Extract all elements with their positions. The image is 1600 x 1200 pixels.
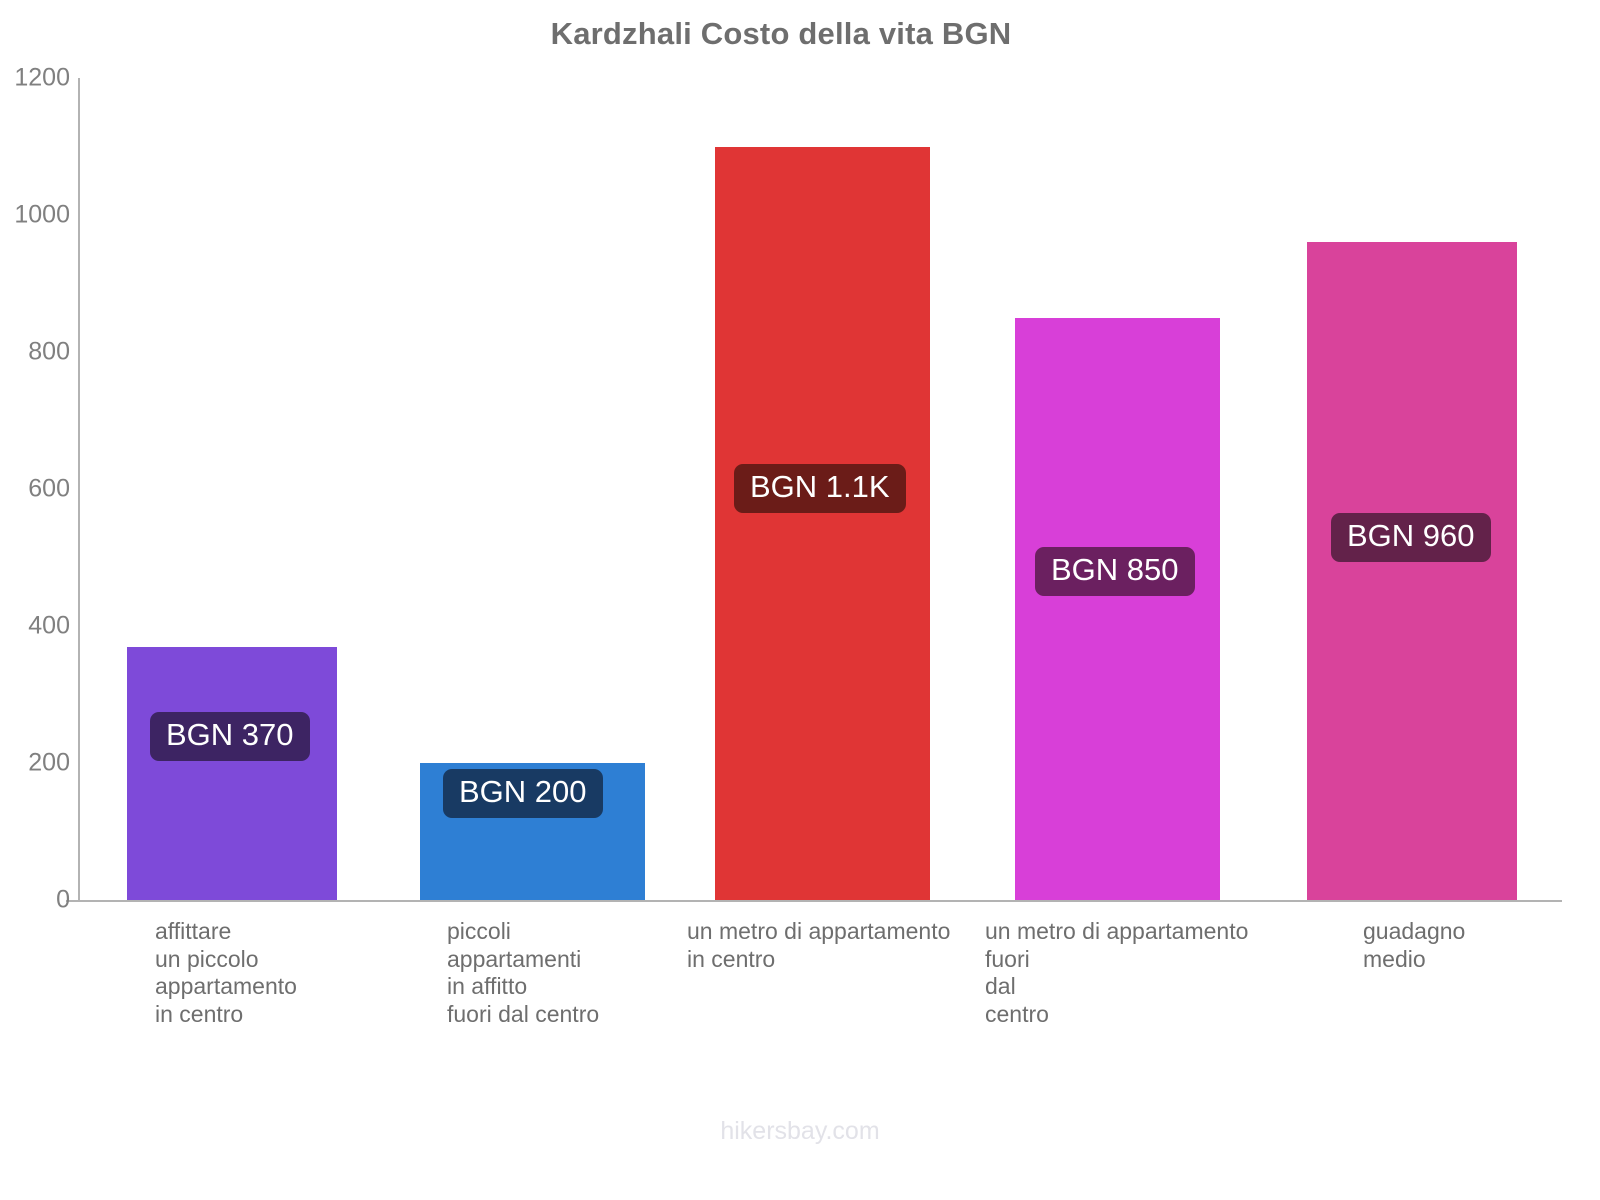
bar[interactable] [1307, 242, 1517, 900]
y-axis-tick-label: 1200 [14, 63, 70, 92]
x-axis-category-label-line: affittare [155, 918, 232, 944]
x-axis-category-label-line: fuori [985, 945, 1030, 972]
y-axis-tick-label: 1000 [14, 200, 70, 229]
x-axis-category-label-line: un metro di appartamento [687, 918, 951, 944]
bar-value-label: BGN 370 [150, 712, 310, 761]
x-axis-category-label: un metro di appartamento in centro [687, 918, 950, 973]
x-axis-category-label-line: in centro [687, 945, 776, 972]
bar[interactable] [127, 646, 337, 900]
y-axis-tick-label: 400 [28, 611, 70, 640]
x-axis-category-label-line: piccoli [447, 918, 511, 944]
y-axis-line [78, 78, 80, 902]
y-axis-tick-label: 600 [28, 474, 70, 503]
x-axis-category-label: affittare un piccolo appartamento in centro [155, 918, 297, 1028]
x-axis-category-label-line: appartamenti [447, 945, 582, 972]
bar-value-label: BGN 960 [1331, 513, 1491, 562]
y-axis-tick-label: 800 [28, 337, 70, 366]
x-axis-category-label-line: fuori dal centro [447, 1000, 600, 1027]
x-axis-category-label-line: un metro di appartamento [985, 918, 1249, 944]
x-axis-category-labels: affittare un piccolo appartamento in centro… [0, 918, 1600, 1048]
y-axis-tick-label: 200 [28, 748, 70, 777]
y-axis-tick-labels: 0 200 400 600 800 1000 1200 [0, 0, 70, 1200]
x-axis-category-label-line: medio [1363, 945, 1426, 972]
x-axis-category-label-line: centro [985, 1000, 1049, 1027]
bar-value-label: BGN 1.1K [734, 464, 906, 513]
bar[interactable] [715, 146, 930, 900]
page-title: Kardzhali Costo della vita BGN [550, 16, 1012, 51]
y-axis-tick-label: 0 [56, 885, 70, 914]
bar-value-label: BGN 850 [1035, 547, 1195, 596]
x-axis-category-label-line: guadagno [1363, 918, 1466, 944]
x-axis-category-label: un metro di appartamento fuori dal centro [985, 918, 1248, 1028]
x-axis-line [66, 900, 1562, 902]
bars-layer: BGN 370 BGN 200 BGN 1.1K BGN 850 BGN 960 [127, 146, 1517, 900]
bar-value-label: BGN 200 [443, 769, 603, 818]
bar[interactable] [1015, 317, 1220, 900]
x-axis-category-label: piccoli appartamenti in affitto fuori dal c… [447, 918, 599, 1028]
x-axis-category-label-line: dal [985, 973, 1016, 999]
x-axis-category-label-line: appartamento [155, 973, 297, 999]
x-axis-category-label-line: in affitto [447, 973, 528, 999]
watermark-footer: hikersbay.com [720, 1117, 880, 1145]
x-axis-category-label: guadagno medio [1363, 918, 1465, 973]
x-axis-category-label-line: in centro [155, 1000, 244, 1027]
x-axis-category-label-line: un piccolo [155, 945, 259, 972]
